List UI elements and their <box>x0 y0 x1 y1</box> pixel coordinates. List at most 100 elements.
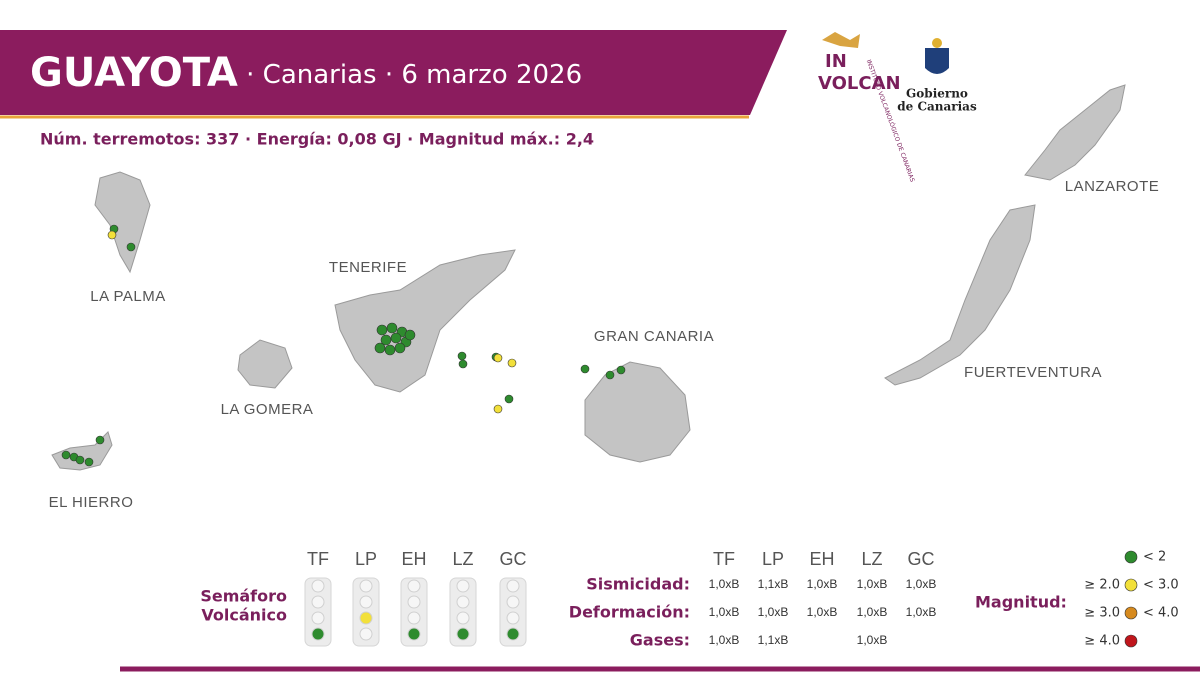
cell: 1,0xB <box>857 605 888 619</box>
quake <box>126 242 136 252</box>
light-lamp <box>456 579 470 593</box>
cell: 1,0xB <box>709 605 740 619</box>
cell: 1,0xB <box>807 577 838 591</box>
quake <box>580 364 590 374</box>
cell: 1,0xB <box>807 605 838 619</box>
quake <box>84 457 94 467</box>
legend-label: < 2 <box>1143 550 1166 565</box>
light-lamp <box>359 595 373 609</box>
cell: 1,0xB <box>906 577 937 591</box>
light-lamp <box>311 579 325 593</box>
quake <box>390 332 402 344</box>
quake <box>95 435 105 445</box>
quake <box>386 322 398 334</box>
quake <box>457 351 467 361</box>
legend-label: ≥ 3.0 <box>1084 606 1120 621</box>
legend-dot <box>1124 606 1138 620</box>
logo-text: de Canarias <box>897 100 977 114</box>
island-shape <box>884 204 1036 386</box>
quake <box>380 334 392 346</box>
quake <box>394 342 406 354</box>
island-label: LA GOMERA <box>221 401 314 418</box>
column-header: LP <box>762 549 784 569</box>
earthquakes <box>61 224 626 467</box>
quake <box>504 394 514 404</box>
logo-mark <box>822 32 860 48</box>
row-label: Deformación: <box>569 603 690 622</box>
legend-label: < 4.0 <box>1143 606 1179 621</box>
crown <box>932 38 942 48</box>
legend-dot <box>1124 550 1138 564</box>
crest <box>925 48 949 74</box>
island-shape <box>1024 84 1126 181</box>
cell: 1,0xB <box>857 633 888 647</box>
light-lamp <box>506 611 520 625</box>
light-label: LZ <box>452 549 473 569</box>
cell: 1,0xB <box>709 633 740 647</box>
quake <box>507 358 517 368</box>
column-header: LZ <box>861 549 882 569</box>
island-shape <box>584 361 691 463</box>
logo-text: Gobierno <box>906 87 968 101</box>
traffic-lights: TF LP EH LZ GC <box>304 549 527 647</box>
cell: 1,0xB <box>709 577 740 591</box>
quake <box>107 230 117 240</box>
subtitle: · Canarias · 6 marzo 2026 <box>238 60 582 90</box>
quake <box>493 353 503 363</box>
light-label: TF <box>307 549 329 569</box>
quake <box>404 329 416 341</box>
cell: 1,0xB <box>758 605 789 619</box>
column-header: EH <box>809 549 834 569</box>
island-label: FUERTEVENTURA <box>964 364 1102 381</box>
light-lamp-on <box>407 627 421 641</box>
legend-label: ≥ 4.0 <box>1084 634 1120 649</box>
light-lamp-on <box>311 627 325 641</box>
logo-text: IN <box>825 51 847 72</box>
island-label: LANZAROTE <box>1065 178 1160 195</box>
header-text: GUAYOTA · Canarias · 6 marzo 2026 <box>30 50 582 96</box>
light-lamp <box>407 579 421 593</box>
island-label: GRAN CANARIA <box>594 328 714 345</box>
cell: 1,0xB <box>857 577 888 591</box>
legend-title: Magnitud: <box>975 593 1067 612</box>
light-lamp <box>506 579 520 593</box>
island-shape <box>237 339 293 389</box>
quake <box>374 342 386 354</box>
light-lamp <box>407 595 421 609</box>
light-lamp-on <box>359 611 373 625</box>
logo-text: VOLCAN <box>818 73 901 94</box>
island-shape <box>51 431 113 471</box>
light-label: LP <box>355 549 377 569</box>
light-lamp <box>506 595 520 609</box>
light-lamp-on <box>506 627 520 641</box>
island-label: TENERIFE <box>329 259 407 276</box>
light-lamp <box>407 611 421 625</box>
island-shape <box>94 171 151 274</box>
quake <box>493 404 503 414</box>
light-lamp <box>359 579 373 593</box>
status-table: TF LP EH LZ GC Sismicidad: 1,0xB 1,1xB 1,0xB 1,0x… <box>569 549 937 650</box>
gobierno-logo: Gobierno de Canarias <box>897 38 977 114</box>
light-lamp <box>311 595 325 609</box>
semaforo-title: Semáforo <box>200 587 287 606</box>
light-lamp <box>456 611 470 625</box>
header-banner <box>0 30 787 115</box>
column-header: TF <box>713 549 735 569</box>
legend-label: < 3.0 <box>1143 578 1179 593</box>
light-label: EH <box>401 549 426 569</box>
cell: 1,0xB <box>906 605 937 619</box>
quake <box>616 365 626 375</box>
quake <box>384 344 396 356</box>
legend: < 2 ≥ 2.0 < 3.0 ≥ 3.0 < 4.0 ≥ 4.0 <box>1084 550 1178 649</box>
quake <box>75 455 85 465</box>
legend-label: ≥ 2.0 <box>1084 578 1120 593</box>
light-lamp <box>359 627 373 641</box>
row-label: Sismicidad: <box>586 575 690 594</box>
light-lamp <box>311 611 325 625</box>
light-lamp <box>456 595 470 609</box>
quake <box>376 324 388 336</box>
quake <box>61 450 71 460</box>
